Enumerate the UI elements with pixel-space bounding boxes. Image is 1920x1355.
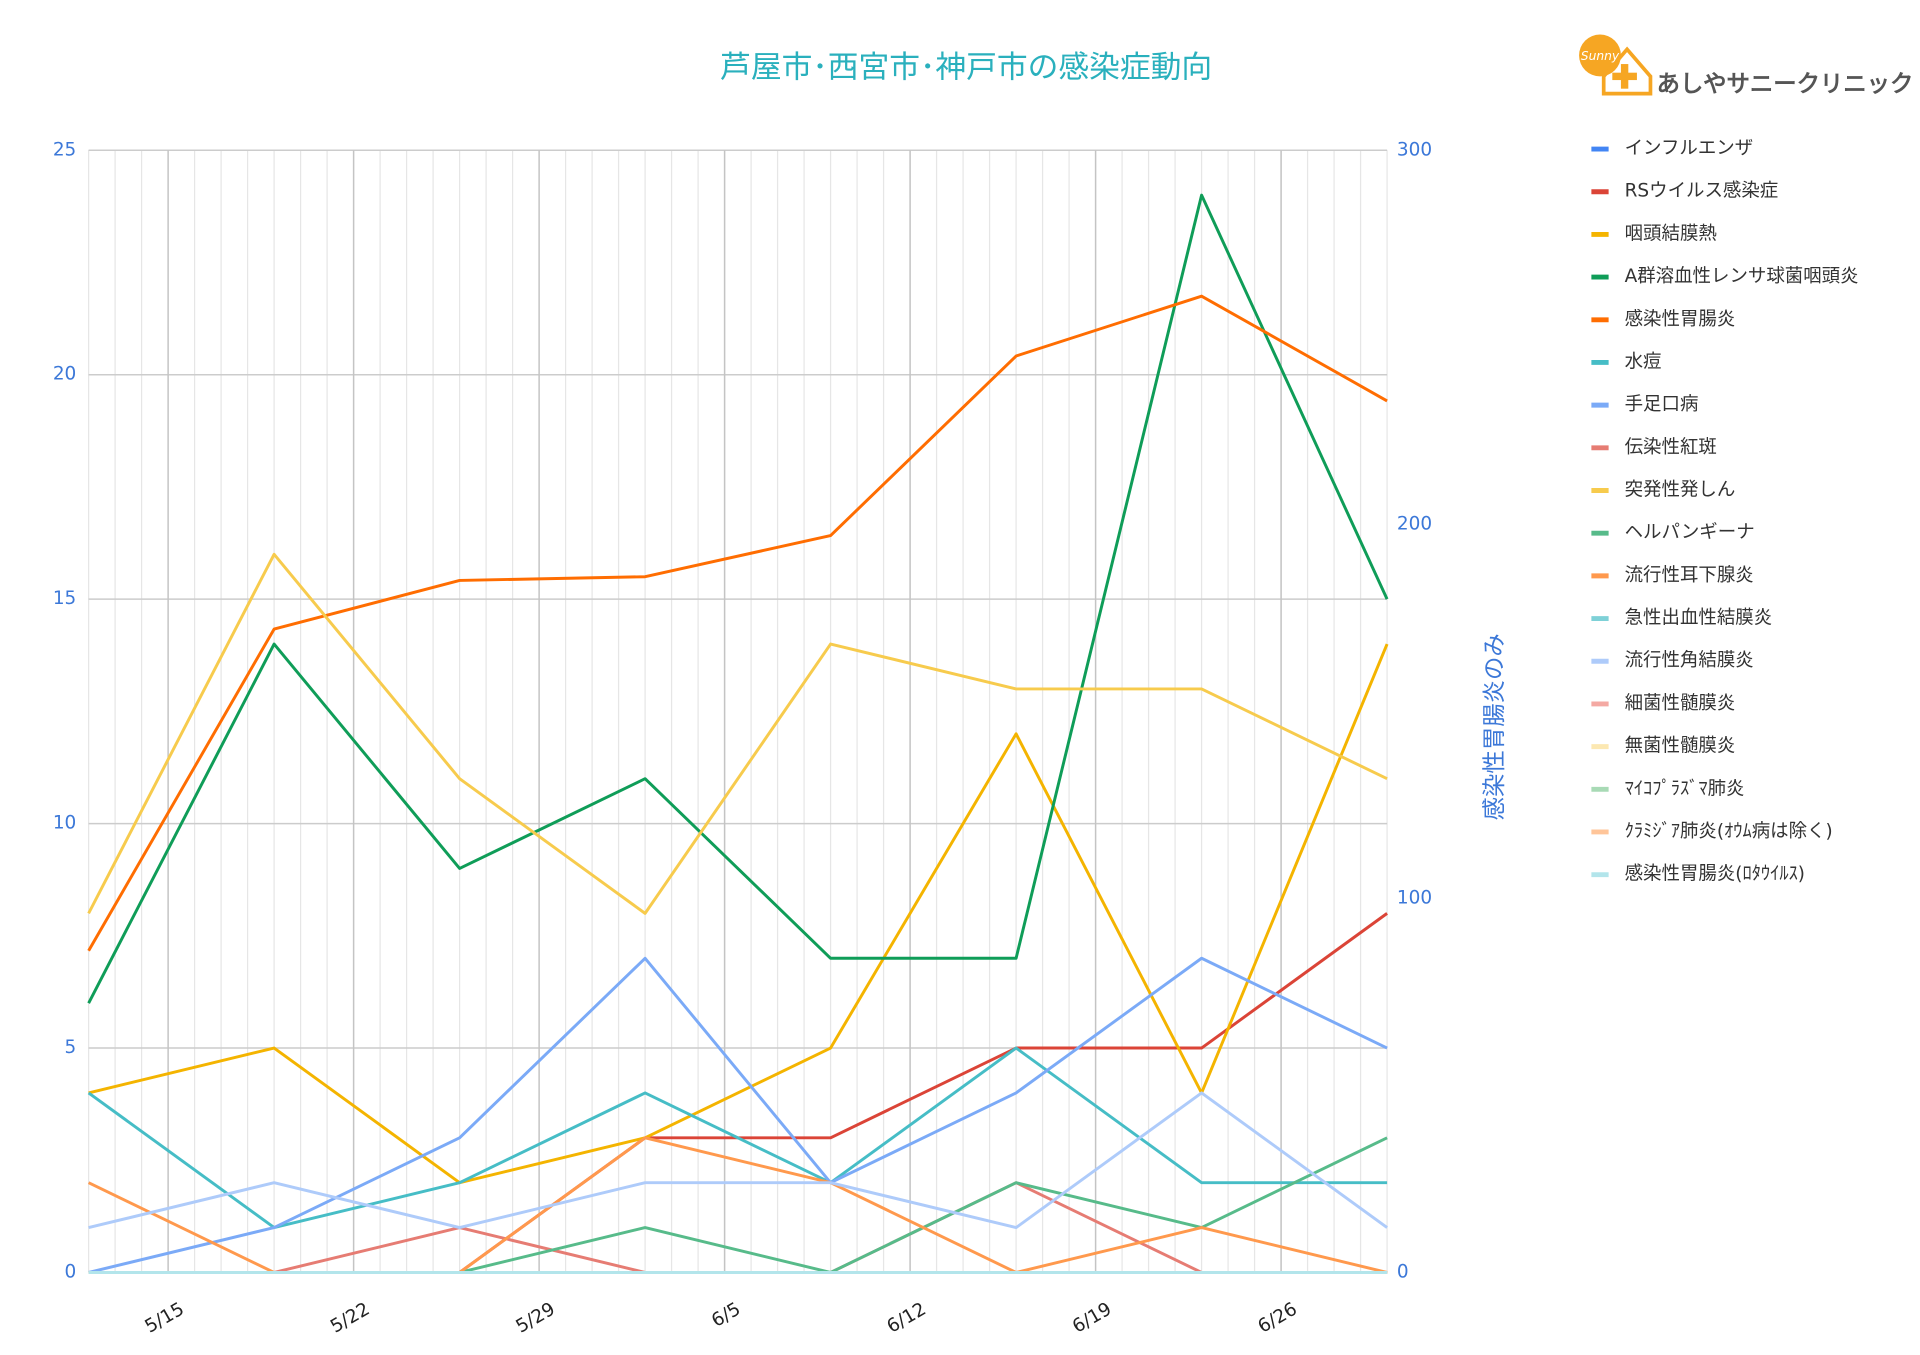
legend-label: 流行性耳下腺炎 <box>1625 565 1754 586</box>
logo-cross <box>1612 72 1637 81</box>
series-line <box>87 1136 1388 1274</box>
series-line <box>88 1181 1388 1274</box>
chart-title: 芦屋市･西宮市･神戸市の感染症動向 <box>720 49 1212 85</box>
x-tick-label: 5/22 <box>327 1299 373 1338</box>
y2-tick-label: 200 <box>1397 513 1432 534</box>
logo: Sunny あしやサニークリニック <box>1579 34 1914 98</box>
x-tick-label: 5/15 <box>142 1299 188 1338</box>
series-line <box>88 1091 1388 1230</box>
series-line <box>87 294 1388 952</box>
y-tick-label: 10 <box>53 813 76 834</box>
legend-label: 細菌性髄膜炎 <box>1625 693 1736 714</box>
logo-text: Sunny <box>1581 49 1620 63</box>
series-line <box>88 956 1388 1274</box>
y-tick-label: 0 <box>65 1261 77 1282</box>
legend-label: 突発性発しん <box>1625 480 1736 501</box>
legend-label: ヘルパンギーナ <box>1625 522 1755 543</box>
series-line <box>87 1046 1388 1230</box>
legend-label: 急性出血性結膜炎 <box>1625 608 1773 629</box>
series-line <box>88 1136 1388 1274</box>
legend-label: 感染性胃腸炎(ﾛﾀｳｲﾙｽ) <box>1625 864 1805 885</box>
legend-label: 手足口病 <box>1625 394 1699 415</box>
legend-label: A群溶血性レンサ球菌咽頭炎 <box>1625 266 1859 287</box>
x-tick-label: 5/29 <box>512 1299 558 1338</box>
series-line <box>88 643 1389 1185</box>
y2-axis-title: 感染性胃腸炎のみ <box>1480 633 1508 820</box>
y-tick-label: 15 <box>53 588 76 609</box>
legend-label: 流行性角結膜炎 <box>1625 650 1754 671</box>
brand-name: あしやサニークリニック <box>1657 69 1914 97</box>
legend-label: 感染性胃腸炎 <box>1625 309 1736 330</box>
legend-label: 咽頭結膜熱 <box>1625 223 1717 244</box>
series-line <box>87 552 1388 915</box>
legend-label: RSウイルス感染症 <box>1625 181 1779 202</box>
y2-tick-label: 300 <box>1397 139 1432 160</box>
x-tick-label: 6/5 <box>708 1299 744 1332</box>
legend-label: インフルエンザ <box>1625 138 1754 159</box>
legend-label: ｸﾗﾐｼﾞｱ肺炎(ｵｳﾑ病は除く) <box>1625 821 1833 842</box>
legend-label: ﾏｲｺﾌﾟﾗｽﾞﾏ肺炎 <box>1625 778 1745 799</box>
x-tick-label: 6/19 <box>1069 1299 1115 1338</box>
plot-area <box>88 149 1388 1274</box>
series-line <box>87 193 1389 1004</box>
legend-label: 水痘 <box>1625 351 1662 372</box>
x-tick-label: 6/26 <box>1254 1299 1300 1338</box>
x-tick-label: 6/12 <box>883 1299 929 1338</box>
y-tick-label: 5 <box>65 1037 77 1058</box>
y2-tick-label: 100 <box>1397 887 1432 908</box>
y-tick-label: 25 <box>53 139 76 160</box>
legend-label: 伝染性紅斑 <box>1625 437 1717 458</box>
logo-house <box>1601 46 1653 96</box>
y2-tick-label: 0 <box>1397 1261 1409 1282</box>
y-tick-label: 20 <box>53 364 76 385</box>
legend-label: 無菌性髄膜炎 <box>1625 736 1736 757</box>
